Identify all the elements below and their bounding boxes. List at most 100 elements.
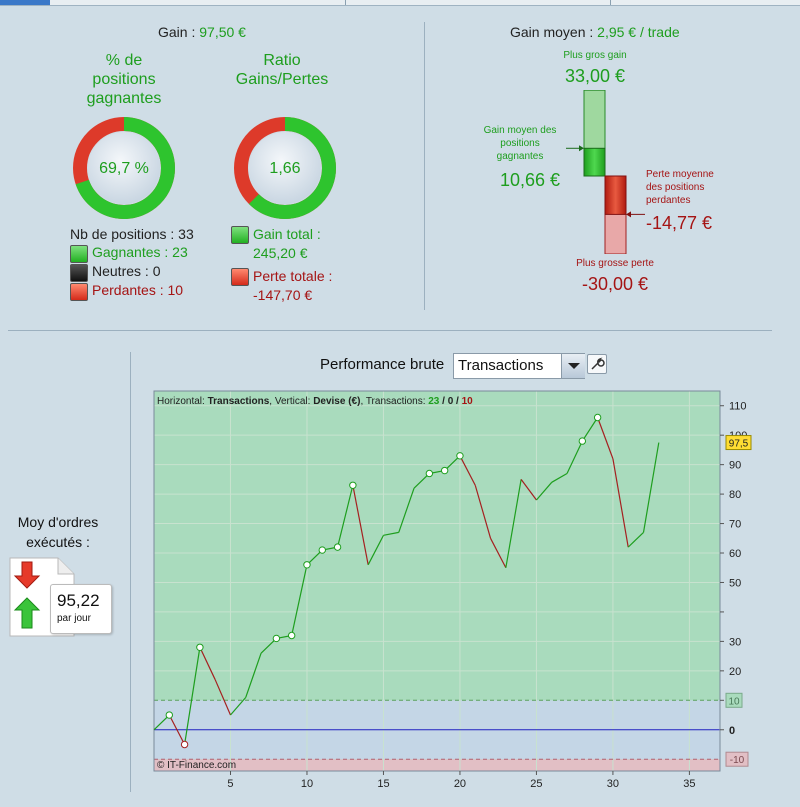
data-point — [303, 561, 311, 569]
data-point — [196, 643, 204, 651]
series-segment — [336, 485, 354, 548]
chart-negative-zone — [154, 759, 720, 771]
performance-title: Performance brute — [320, 356, 445, 373]
series-segment — [168, 714, 186, 745]
y-tick-label: 50 — [729, 577, 741, 589]
gain-value: 97,50 € — [199, 24, 246, 40]
perte-totale-value: -147,70 € — [253, 287, 313, 303]
series-segment — [642, 442, 660, 533]
donut-win-arc — [234, 117, 336, 219]
chart-frame — [153, 390, 721, 772]
data-point — [440, 466, 449, 475]
orders-unit: par jour — [57, 613, 91, 624]
donut-win-arc — [73, 117, 175, 219]
avg-loss-arrow-head — [626, 211, 631, 218]
average-gain-summary: Gain moyen : 2,95 € / trade — [510, 24, 680, 40]
chart-legend: Horizontal: Transactions, Vertical: Devi… — [157, 396, 473, 407]
chart-grid — [154, 391, 720, 771]
section-divider — [8, 330, 772, 331]
x-tick-label: 20 — [454, 778, 466, 790]
performance-select-arrow[interactable] — [561, 354, 585, 378]
series-segment — [153, 714, 170, 731]
gain-total-value: 245,20 € — [253, 245, 308, 261]
series-segment — [214, 679, 232, 716]
y-tick-label: 80 — [729, 489, 741, 501]
x-tick-label: 30 — [607, 778, 619, 790]
avg-win-bar — [583, 147, 606, 177]
y-tick-label: 70 — [729, 519, 741, 531]
neutral-swatch — [70, 264, 88, 282]
donut-center — [88, 132, 160, 204]
svg-text:97,5: 97,5 — [729, 439, 749, 450]
biggest-gain-label: Plus gros gain — [563, 50, 627, 61]
series-segment — [566, 440, 583, 474]
panel-divider — [424, 22, 425, 310]
tab-active[interactable] — [0, 0, 50, 5]
y-tick-label: 30 — [729, 636, 741, 648]
performance-select-value: Transactions — [458, 357, 544, 374]
sell-arrow-icon — [13, 561, 41, 589]
orders-title: Moy d'ordres exécutés : — [17, 514, 99, 550]
series-segment — [612, 458, 629, 548]
gain-total-label: Gain total : — [253, 226, 321, 242]
average-gain-value: 2,95 € / trade — [597, 24, 680, 40]
orders-document-icon — [9, 557, 75, 637]
winners-count: Gagnantes : 23 — [92, 244, 188, 260]
pct-winning-value: 69,7 % — [99, 160, 149, 177]
ratio-title: Ratio Gains/Pertes — [235, 52, 329, 88]
data-point — [349, 481, 357, 489]
series-segment — [291, 564, 308, 636]
y-tick-label: 20 — [729, 666, 741, 678]
donut-center — [249, 132, 321, 204]
data-point — [318, 546, 326, 554]
avg-win-value: 10,66 € — [500, 170, 561, 190]
chart-plot-bg — [154, 391, 720, 771]
data-point — [272, 634, 281, 643]
tab-strip — [0, 0, 800, 6]
performance-select[interactable]: Transactions — [453, 353, 585, 379]
series-segment — [367, 535, 384, 566]
x-tick-label: 25 — [530, 778, 542, 790]
y-tick-label: 90 — [729, 460, 741, 472]
biggest-loss-value: -30,00 € — [581, 274, 649, 294]
pct-winning-title: % de positions gagnantes — [86, 52, 162, 107]
perte-totale-swatch — [231, 268, 249, 286]
data-point — [425, 469, 434, 478]
series-segment — [459, 455, 476, 486]
y-tick-label: 0 — [729, 725, 735, 737]
settings-button[interactable] — [587, 354, 607, 374]
series-segment — [627, 531, 644, 548]
series-segment — [245, 652, 262, 698]
data-point — [180, 740, 189, 749]
panel-divider — [130, 352, 131, 792]
perte-totale-label: Perte totale : — [253, 268, 333, 284]
series-segment — [551, 472, 568, 483]
neutral-count: Neutres : 0 — [92, 263, 161, 279]
chart-ticks: 5 10 15 20 25 30 35 0 10 20 30 50 60 70 80 90 100 110 — [227, 401, 747, 790]
pct-winning-donut: 69,7 % — [73, 117, 175, 219]
data-point — [333, 543, 342, 551]
winners-swatch — [70, 245, 88, 263]
series-segment — [581, 417, 599, 442]
series-segment — [597, 417, 614, 459]
avg-win-label: Gain moyen des positions gagnantes — [483, 125, 557, 162]
y-tick-label: 100 — [729, 430, 747, 442]
avg-win-arrow-head — [579, 145, 584, 152]
data-point — [287, 631, 296, 640]
svg-text:10: 10 — [728, 696, 740, 707]
series-segment — [490, 538, 507, 569]
current-value-badge: 97,5 — [725, 435, 752, 451]
orders-value-card: 95,22 par jour — [50, 584, 112, 634]
ratio-donut: 1,66 — [234, 117, 336, 219]
series-segment — [474, 485, 492, 539]
y-tick-label: 110 — [729, 401, 747, 413]
positions-count: Nb de positions : 33 — [70, 226, 194, 242]
buy-arrow-icon — [13, 597, 41, 629]
series-segment — [306, 549, 323, 566]
series-segment — [413, 473, 430, 489]
gain-summary: Gain : 97,50 € — [158, 24, 246, 40]
avg-loss-label: Perte moyenne des positions perdantes — [646, 169, 714, 206]
x-tick-label: 35 — [683, 778, 695, 790]
series-segment — [444, 455, 461, 471]
series-segment — [505, 479, 522, 568]
